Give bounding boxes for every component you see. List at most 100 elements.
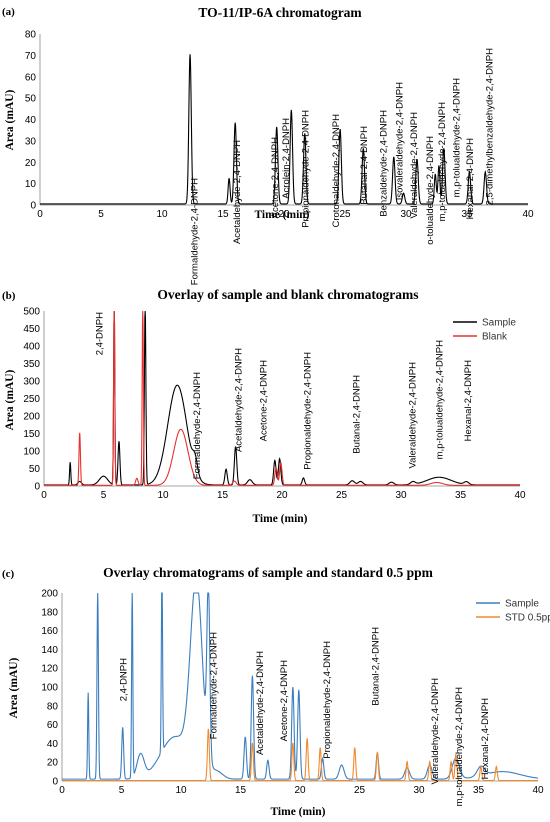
y-tick-label: 60: [25, 72, 37, 83]
panel-label: (b): [2, 290, 16, 302]
x-tick-label: 20: [278, 209, 290, 220]
peak-annotation: Acetone-2,4-DNPH: [279, 660, 290, 741]
peak-annotation: Acetaldehyde-2,4-DNPH: [232, 140, 243, 244]
x-tick-label: 0: [41, 490, 47, 501]
x-tick-label: 15: [217, 490, 229, 501]
y-tick-label: 180: [41, 607, 58, 618]
y-tick-label: 50: [25, 94, 37, 105]
peak-annotation: 2,4-DNPH: [94, 312, 105, 355]
y-tick-label: 250: [23, 394, 40, 405]
y-tick-label: 0: [52, 777, 58, 788]
peak-annotation: Butanal-2,4-DNPH: [351, 375, 362, 454]
x-tick-label: 15: [217, 209, 229, 220]
peak-annotation: Valeraldehyde-2,4-DNPH: [409, 112, 420, 219]
x-tick-label: 5: [119, 785, 125, 796]
panel-label: (c): [2, 568, 15, 580]
peak-annotation: Formaldehyde-2,4-DNPH: [192, 372, 203, 479]
y-tick-label: 500: [23, 307, 40, 318]
y-tick-label: 70: [25, 51, 37, 62]
x-tick-label: 10: [157, 490, 169, 501]
y-tick-label: 200: [41, 589, 58, 600]
y-tick-label: 40: [47, 739, 59, 750]
y-tick-label: 350: [23, 359, 40, 370]
peak-annotation: Butanal-2,4-DNPH: [359, 126, 370, 205]
peak-annotation: Propionaldehyde-2,4-DNPH: [303, 352, 314, 470]
panel-label: (a): [2, 6, 15, 18]
peak-annotation: Isovaleraldehyde-2,4-DNPH: [394, 82, 405, 200]
peak-annotation: m,p-tolualdehyde-2,4-DNPH: [437, 102, 448, 221]
peak-annotation: 2,5-dimethylbenzaldehyde-2,4-DNPH: [485, 48, 496, 205]
x-tick-label: 30: [413, 785, 425, 796]
y-tick-label: 80: [25, 30, 37, 41]
peak-annotation: Benzaldehyde-2,4-DNPH: [378, 110, 389, 217]
x-tick-label: 30: [400, 209, 412, 220]
peak-annotation: Acetone-2,4-DNPH: [270, 137, 281, 218]
y-axis-label: Area (mAU): [4, 89, 16, 150]
peak-annotation: Formaldehyde-2,4-DNPH: [189, 178, 200, 285]
x-tick-label: 25: [339, 209, 351, 220]
legend-label: Sample: [505, 599, 539, 610]
y-axis-label: Area (mAU): [4, 369, 16, 430]
peak-annotation: Valeraldehyde-2,4-DNPH: [430, 678, 441, 785]
peak-annotation: Acrolein-2,4-DNPH: [281, 118, 292, 199]
x-tick-label: 0: [59, 785, 65, 796]
peak-annotation: Acetaldehyde-2,4-DNPH: [234, 348, 245, 452]
y-tick-label: 450: [23, 324, 40, 335]
peak-annotation: m,p-tolualdehyde-2,4-DNPH: [454, 687, 465, 806]
chart-title: Overlay of sample and blank chromatogram…: [157, 287, 418, 302]
peak-annotation: Propionaldehyde-2,4-DNPH: [322, 641, 333, 759]
series-line: [40, 54, 528, 205]
x-tick-label: 15: [235, 785, 247, 796]
peak-annotation: Acetone-2,4-DNPH: [259, 360, 270, 441]
y-tick-label: 0: [30, 201, 36, 212]
peak-annotation: 2,4-DNPH: [118, 658, 129, 701]
peak-annotation: Crotonaldehyde-2,4-DNPH: [331, 114, 342, 228]
peak-annotation: Acetaldehyde-2,4-DNPH: [255, 651, 266, 755]
y-tick-label: 0: [34, 482, 40, 493]
y-tick-label: 200: [23, 412, 40, 423]
x-tick-label: 0: [37, 209, 43, 220]
y-tick-label: 10: [25, 179, 37, 190]
y-axis-label: Area (mAU): [8, 657, 20, 718]
peak-annotation: m,p-tolualdehyde-2,4-DNPH: [452, 78, 463, 197]
x-tick-label: 40: [522, 209, 534, 220]
peak-annotation: Valeraldehyde-2,4-DNPH: [407, 362, 418, 469]
x-tick-label: 10: [175, 785, 187, 796]
peak-annotation: Formaldehyde-2,4-DNPH: [209, 632, 220, 739]
x-axis-label: Time (min): [254, 209, 309, 221]
y-tick-label: 20: [47, 758, 59, 769]
x-tick-label: 40: [532, 785, 544, 796]
legend-label: Blank: [482, 332, 508, 343]
legend-label: Sample: [482, 318, 516, 329]
y-tick-label: 30: [25, 136, 37, 147]
y-tick-label: 160: [41, 626, 58, 637]
x-tick-label: 10: [156, 209, 168, 220]
y-tick-label: 80: [47, 701, 59, 712]
y-tick-label: 140: [41, 645, 58, 656]
y-tick-label: 50: [29, 464, 41, 475]
x-axis-label: Time (min): [270, 806, 325, 818]
peak-annotation: Butanal-2,4-DNPH: [371, 627, 382, 706]
peak-annotation: Hexanal-2,4-DNPH: [480, 698, 491, 779]
x-tick-label: 5: [101, 490, 107, 501]
y-tick-label: 300: [23, 377, 40, 388]
peak-annotation: o-tolualdehyde-2,4-DNPH: [425, 136, 436, 245]
y-tick-label: 100: [41, 683, 58, 694]
x-axis-label: Time (min): [252, 513, 307, 525]
y-tick-label: 400: [23, 342, 40, 353]
series-line-sample: [62, 592, 539, 780]
chart-title: Overlay chromatograms of sample and stan…: [103, 565, 434, 580]
x-tick-label: 20: [294, 785, 306, 796]
x-tick-label: 40: [514, 490, 526, 501]
x-tick-label: 35: [461, 209, 473, 220]
x-tick-label: 5: [98, 209, 104, 220]
chart-title: TO-11/IP-6A chromatogram: [198, 5, 362, 20]
x-tick-label: 25: [336, 490, 348, 501]
peak-annotation: Hexanal-2,4-DNPH: [465, 138, 476, 219]
x-tick-label: 30: [395, 490, 407, 501]
x-tick-label: 35: [473, 785, 485, 796]
x-tick-label: 35: [455, 490, 467, 501]
series-line-std-0-5ppm: [62, 728, 538, 782]
y-tick-label: 60: [47, 720, 59, 731]
